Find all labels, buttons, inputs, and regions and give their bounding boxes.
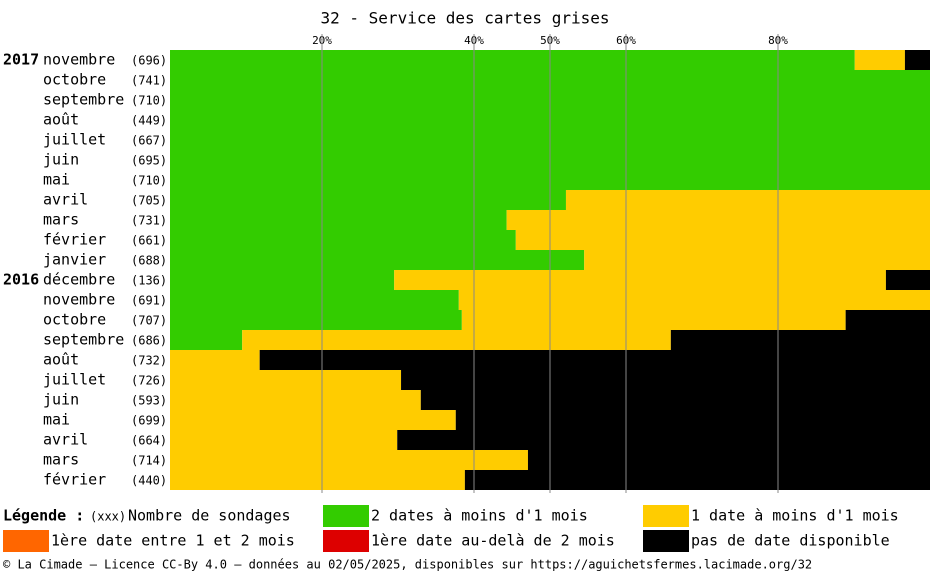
row-count: (726) (131, 374, 167, 388)
bar-segment (461, 310, 846, 330)
bar-segment (170, 410, 456, 430)
row-count: (695) (131, 154, 167, 168)
row-label: juillet (43, 131, 106, 149)
row-label: février (43, 471, 106, 489)
bar-segment (401, 370, 930, 390)
bar-segment (904, 50, 930, 70)
bar-segment (259, 350, 930, 370)
bar-segment (170, 290, 459, 310)
bar-segment (394, 270, 886, 290)
legend-swatch (643, 505, 689, 527)
bar-segment (527, 450, 930, 470)
bar-segment (170, 330, 243, 350)
row-count: (714) (131, 454, 167, 468)
row-label: octobre (43, 71, 106, 89)
legend-title: Légende : (3, 507, 84, 525)
legend-label: pas de date disponible (691, 532, 890, 550)
row-label: octobre (43, 311, 106, 329)
legend-label: 1ère date entre 1 et 2 mois (51, 532, 295, 550)
bar-segment (455, 410, 930, 430)
row-label: mars (43, 211, 79, 229)
bar-segment (242, 330, 671, 350)
bar-segment (397, 430, 930, 450)
bar-segment (458, 290, 930, 310)
legend-count-label: Nombre de sondages (128, 507, 291, 525)
row-count: (699) (131, 414, 167, 428)
bar-segment (170, 230, 516, 250)
bar-segment (170, 270, 395, 290)
row-label: juillet (43, 371, 106, 389)
row-count: (593) (131, 394, 167, 408)
bar-segment (170, 470, 465, 490)
legend-label: 1 date à moins d'1 mois (691, 507, 899, 525)
bar-segment (170, 190, 566, 210)
bar-segment (584, 250, 930, 270)
row-label: décembre (43, 271, 115, 289)
row-label: janvier (43, 251, 106, 269)
bar-segment (170, 390, 421, 410)
bar-segment (670, 330, 930, 350)
bar-segment (506, 210, 930, 230)
bar-segment (565, 190, 930, 210)
chart-title: 32 - Service des cartes grises (321, 9, 610, 28)
bar-segment (845, 310, 930, 330)
bar-segment (170, 430, 398, 450)
row-count: (696) (131, 54, 167, 68)
row-count: (440) (131, 474, 167, 488)
row-label: novembre (43, 51, 115, 69)
bar-segment (854, 50, 905, 70)
row-count: (661) (131, 234, 167, 248)
row-count: (664) (131, 434, 167, 448)
row-count: (731) (131, 214, 167, 228)
bar-segment (420, 390, 930, 410)
legend-swatch (323, 530, 369, 552)
row-count: (667) (131, 134, 167, 148)
row-count: (710) (131, 174, 167, 188)
row-label: août (43, 111, 79, 129)
row-count: (449) (131, 114, 167, 128)
bar-segment (515, 230, 930, 250)
bar-segment (464, 470, 930, 490)
bar-segment (170, 350, 260, 370)
bar-segment (170, 310, 462, 330)
row-count: (691) (131, 294, 167, 308)
row-count: (705) (131, 194, 167, 208)
row-label: février (43, 231, 106, 249)
year-label: 2017 (3, 51, 39, 69)
row-count: (707) (131, 314, 167, 328)
legend-swatch (323, 505, 369, 527)
row-label: août (43, 351, 79, 369)
row-label: avril (43, 191, 88, 209)
bar-segment (170, 250, 585, 270)
row-count: (710) (131, 94, 167, 108)
legend-label: 2 dates à moins d'1 mois (371, 507, 588, 525)
legend-count-marker: (xxx) (90, 510, 126, 524)
row-count: (732) (131, 354, 167, 368)
row-count: (136) (131, 274, 167, 288)
legend-swatch (643, 530, 689, 552)
row-label: mars (43, 451, 79, 469)
bar-segment (170, 50, 855, 70)
row-count: (741) (131, 74, 167, 88)
bar-segment (170, 370, 402, 390)
row-label: mai (43, 171, 70, 189)
source: © La Cimade — Licence CC-By 4.0 — donnée… (3, 558, 812, 572)
row-label: mai (43, 411, 70, 429)
row-count: (686) (131, 334, 167, 348)
row-label: septembre (43, 331, 124, 349)
bar-segment (170, 450, 528, 470)
row-label: juin (43, 391, 79, 409)
bar-segment (170, 210, 507, 230)
row-label: novembre (43, 291, 115, 309)
year-label: 2016 (3, 271, 39, 289)
legend-label: 1ère date au-delà de 2 mois (371, 532, 615, 550)
legend-swatch (3, 530, 49, 552)
bar-segment (885, 270, 930, 290)
row-label: septembre (43, 91, 124, 109)
row-label: juin (43, 151, 79, 169)
row-count: (688) (131, 254, 167, 268)
row-label: avril (43, 431, 88, 449)
